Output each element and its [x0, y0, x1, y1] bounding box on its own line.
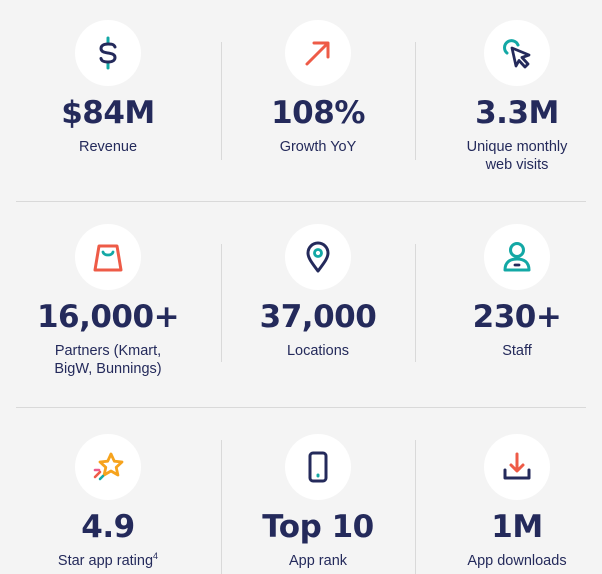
dollar-icon — [75, 20, 141, 86]
stat-revenue: $84M Revenue — [8, 20, 208, 156]
downloads-value: 1M — [491, 509, 543, 545]
app-rank-value: Top 10 — [262, 509, 374, 545]
partners-label: Partners (Kmart, BigW, Bunnings) — [8, 342, 208, 378]
stat-partners: 16,000+ Partners (Kmart, BigW, Bunnings) — [8, 224, 208, 378]
divider-vertical — [221, 42, 222, 160]
partners-label-line1: Partners (Kmart, — [54, 343, 162, 359]
divider-horizontal — [16, 407, 586, 408]
staff-label: Staff — [502, 343, 532, 359]
star-icon — [75, 434, 141, 500]
rating-value: 4.9 — [81, 509, 135, 545]
partners-label-line2: BigW, Bunnings) — [54, 361, 162, 377]
divider-vertical — [415, 42, 416, 160]
divider-vertical — [221, 440, 222, 574]
web-visits-label: Unique monthly web visits — [417, 138, 602, 174]
divider-vertical — [415, 244, 416, 362]
stat-growth: 108% Growth YoY — [218, 20, 418, 156]
downloads-label: App downloads — [467, 553, 567, 569]
stat-rating: 4.9 Star app rating4 — [8, 434, 208, 570]
web-visits-label-line2: web visits — [485, 157, 549, 173]
divider-vertical — [415, 440, 416, 574]
person-icon — [484, 224, 550, 290]
growth-value: 108% — [271, 95, 365, 131]
stat-app-rank: Top 10 App rank — [218, 434, 418, 570]
download-icon — [484, 434, 550, 500]
web-visits-value: 3.3M — [475, 95, 559, 131]
partners-value: 16,000+ — [36, 299, 180, 335]
web-visits-label-line1: Unique monthly — [466, 139, 568, 155]
locations-label: Locations — [286, 343, 350, 359]
locations-value: 37,000 — [259, 299, 377, 335]
arrow-up-right-icon — [285, 20, 351, 86]
rating-footnote: 4 — [153, 551, 159, 562]
stat-staff: 230+ Staff — [417, 224, 602, 360]
location-pin-icon — [285, 224, 351, 290]
staff-value: 230+ — [472, 299, 562, 335]
stat-web-visits: 3.3M Unique monthly web visits — [417, 20, 602, 174]
revenue-label: Revenue — [78, 139, 138, 155]
rating-label: Star app rating4 — [8, 552, 208, 570]
cursor-click-icon — [484, 20, 550, 86]
stat-downloads: 1M App downloads — [417, 434, 602, 570]
revenue-value: $84M — [61, 95, 155, 131]
divider-horizontal — [16, 201, 586, 202]
app-rank-label: App rank — [288, 553, 348, 569]
divider-vertical — [221, 244, 222, 362]
rating-label-text: Star app rating — [57, 553, 154, 569]
smartphone-icon — [285, 434, 351, 500]
growth-label: Growth YoY — [279, 139, 357, 155]
shopping-bag-icon — [75, 224, 141, 290]
stat-locations: 37,000 Locations — [218, 224, 418, 360]
